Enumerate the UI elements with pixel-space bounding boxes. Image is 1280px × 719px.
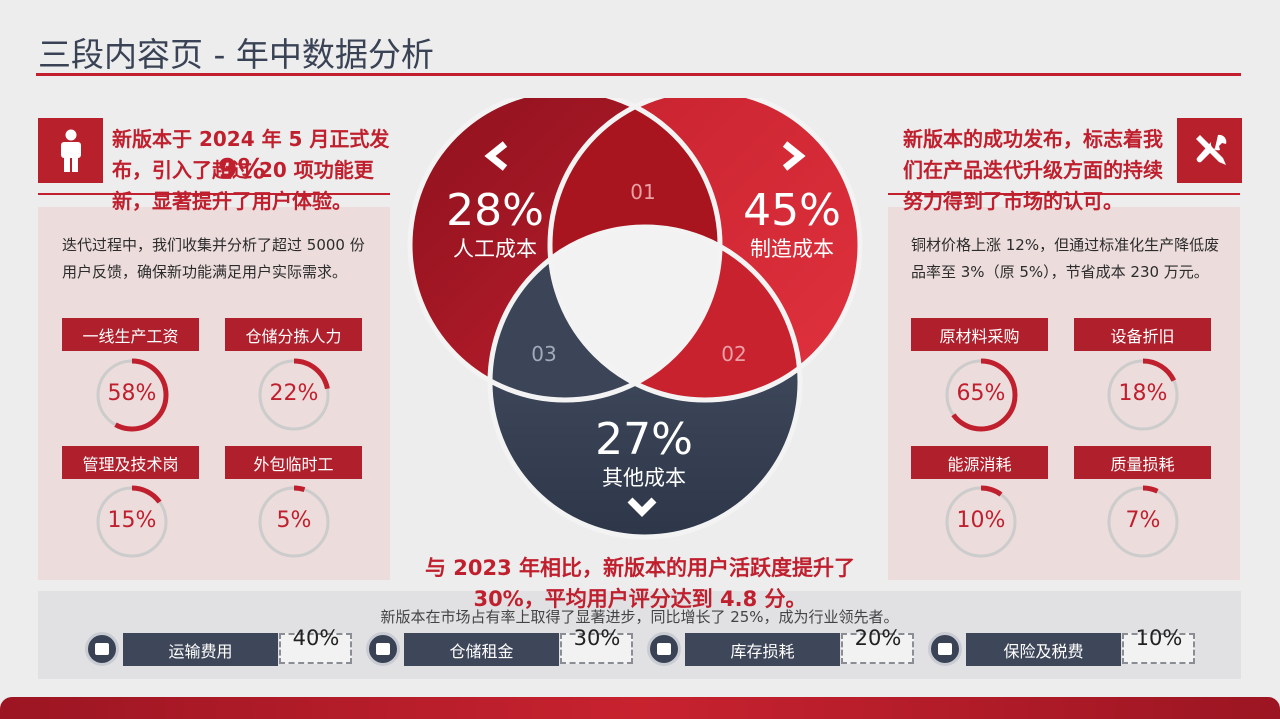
footer-bar xyxy=(0,697,1280,719)
bottom-pct-box-3 xyxy=(841,633,914,664)
left-ring-1 xyxy=(95,358,169,432)
right-description: 铜材价格上涨 12%，但通过标准化生产降低废品率至 3%（原 5%），节省成本 … xyxy=(911,236,1220,281)
right-callout: 新版本的成功发布，标志着我们在产品迭代升级方面的持续努力得到了市场的认可。 xyxy=(903,127,1163,213)
left-ring-2 xyxy=(257,358,331,432)
bottom-pct-4: 10% xyxy=(1135,626,1183,650)
left-description: 迭代过程中，我们收集并分析了超过 5000 份用户反馈，确保新功能满足用户实际需… xyxy=(62,236,365,281)
left-ring-1-value: 58% xyxy=(107,381,157,406)
bottom-pct-box-1 xyxy=(279,633,352,664)
bottom-label-1: 运输费用 xyxy=(123,633,278,666)
person-icon xyxy=(38,118,103,183)
venn-diagram: 28% 人工成本 45% 制造成本 27% 其他成本 01 02 03 xyxy=(407,98,863,540)
right-ring-3 xyxy=(944,485,1018,559)
bottom-label-2: 仓储租金 xyxy=(404,633,559,666)
bottom-pct-3: 20% xyxy=(854,626,902,650)
left-callout: 新版本于 2024 年 5 月正式发布，引入了超过 20 项功能更新，显著提升了… xyxy=(112,127,390,213)
bottom-pct-box-4 xyxy=(1122,633,1195,664)
left-ring-2-value: 22% xyxy=(269,381,319,406)
venn-3-number: 03 xyxy=(531,342,556,366)
left-tag-3: 管理及技术岗 xyxy=(62,446,199,479)
right-ring-2-value: 18% xyxy=(1118,381,1168,406)
chevron-right-icon xyxy=(782,141,806,171)
venn-2-percent: 45% xyxy=(743,185,841,236)
document-icon xyxy=(85,632,119,666)
bottom-description: 新版本在市场占有率上取得了显著进步，同比增长了 25%，成为行业领先者。 xyxy=(380,608,899,626)
chevron-left-icon xyxy=(484,141,508,171)
bottom-label-3: 库存损耗 xyxy=(685,633,840,666)
right-ring-2 xyxy=(1106,358,1180,432)
right-tag-1: 原材料采购 xyxy=(911,318,1048,351)
venn-2-number: 02 xyxy=(721,342,746,366)
left-overlay-percent: 9% xyxy=(218,152,266,185)
left-ring-3 xyxy=(95,485,169,559)
venn-1-number: 01 xyxy=(630,180,655,204)
bottom-label-4: 保险及税费 xyxy=(966,633,1121,666)
bottom-pct-2: 30% xyxy=(573,626,621,650)
right-divider xyxy=(888,193,1240,195)
document-icon xyxy=(366,632,400,666)
left-ring-3-value: 15% xyxy=(107,508,157,533)
tools-icon xyxy=(1177,118,1242,183)
bottom-pct-1: 40% xyxy=(292,626,340,650)
chevron-down-icon xyxy=(627,497,657,517)
venn-3-label: 其他成本 xyxy=(602,466,686,490)
right-ring-1 xyxy=(944,358,1018,432)
title-divider xyxy=(36,73,1241,76)
left-ring-4 xyxy=(257,485,331,559)
center-callout: 与 2023 年相比，新版本的用户活跃度提升了 30%，平均用户评分达到 4.8… xyxy=(424,556,856,611)
left-ring-4-value: 5% xyxy=(276,508,312,533)
venn-1-percent: 28% xyxy=(446,185,544,236)
bottom-pct-box-2 xyxy=(560,633,633,664)
left-tag-4: 外包临时工 xyxy=(225,446,362,479)
right-ring-1-value: 65% xyxy=(956,381,1006,406)
right-ring-3-value: 10% xyxy=(956,508,1006,533)
left-tag-2: 仓储分拣人力 xyxy=(225,318,362,351)
document-icon xyxy=(647,632,681,666)
right-tag-2: 设备折旧 xyxy=(1074,318,1211,351)
venn-3-percent: 27% xyxy=(595,414,693,465)
right-tag-3: 能源消耗 xyxy=(911,446,1048,479)
venn-2-label: 制造成本 xyxy=(750,237,834,261)
right-ring-4 xyxy=(1106,485,1180,559)
page-title: 三段内容页 - 年中数据分析 xyxy=(38,35,434,74)
document-icon xyxy=(928,632,962,666)
left-tag-1: 一线生产工资 xyxy=(62,318,199,351)
venn-1-label: 人工成本 xyxy=(453,237,537,261)
right-ring-4-value: 7% xyxy=(1125,508,1161,533)
left-divider xyxy=(38,193,390,195)
right-tag-4: 质量损耗 xyxy=(1074,446,1211,479)
